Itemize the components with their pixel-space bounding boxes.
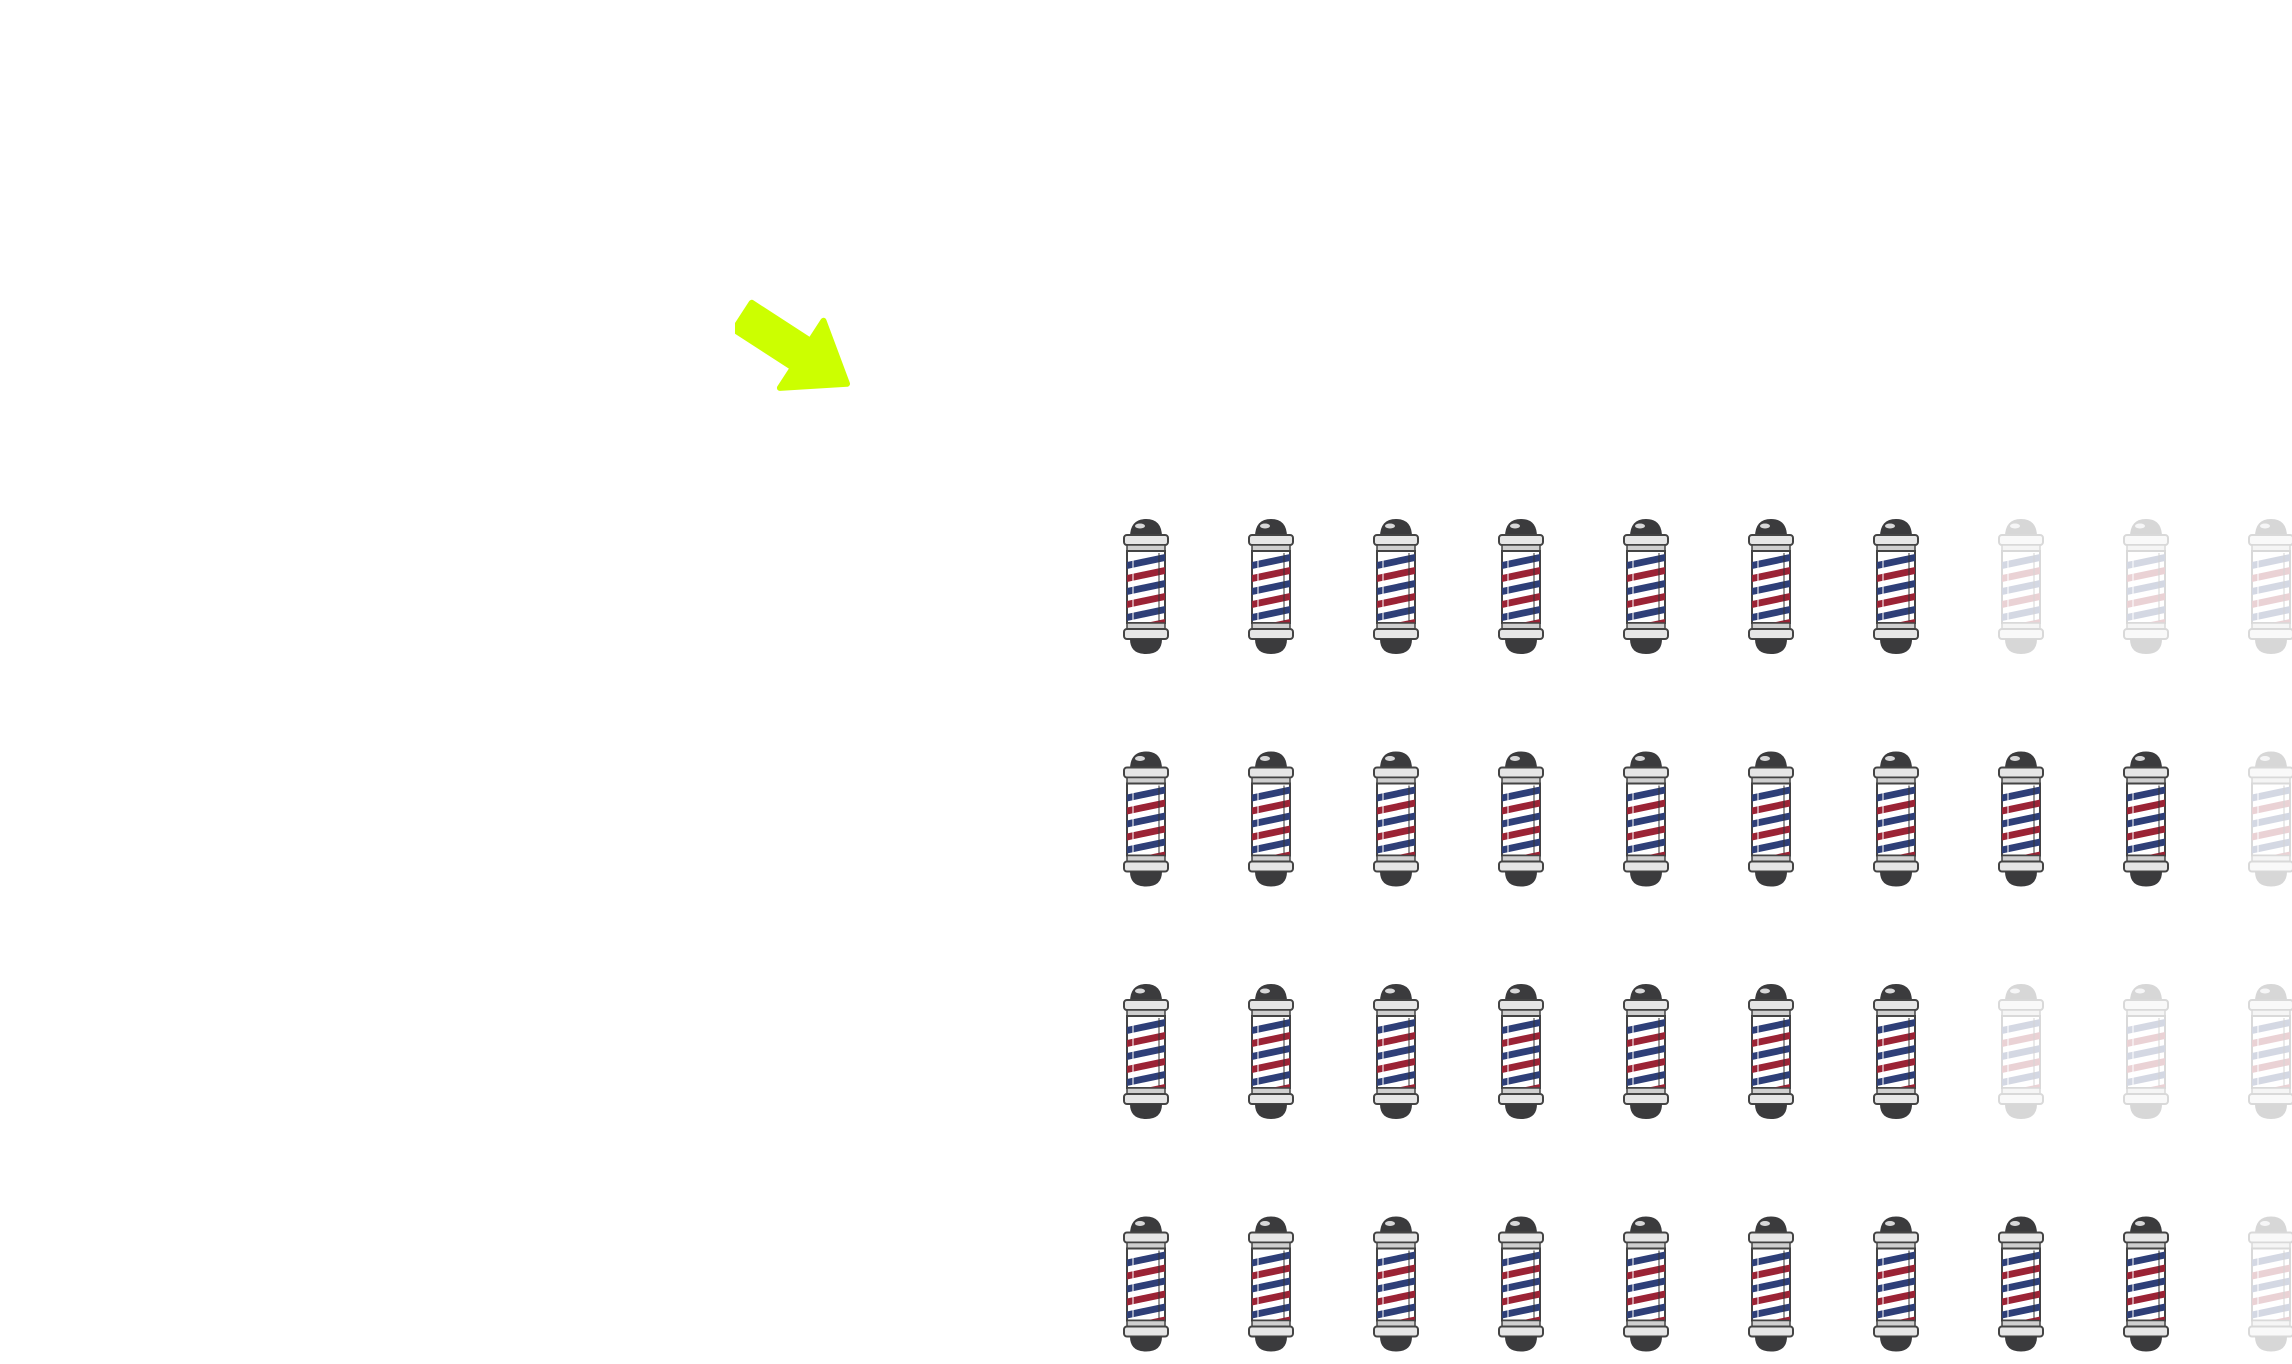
barber-pole-icon-empty	[2248, 519, 2292, 654]
barber-pole-icon-filled	[1873, 751, 1919, 887]
arrow-shape	[735, 299, 850, 391]
barber-pole-icon-filled	[1623, 984, 1669, 1119]
barber-pole-icon-filled	[1373, 984, 1419, 1119]
barber-pole-icon-filled	[1623, 751, 1669, 887]
barber-pole-icon-filled	[1373, 751, 1419, 887]
barber-pole-icon-empty	[2123, 984, 2169, 1119]
barber-pole-icon-filled	[1873, 984, 1919, 1119]
barber-pole-icon-filled	[2123, 751, 2169, 887]
barber-pole-icon-filled	[1123, 984, 1169, 1119]
pictogram-row	[1123, 751, 2292, 887]
barber-pole-icon-filled	[1123, 1216, 1169, 1352]
barber-pole-icon-empty	[2248, 1216, 2292, 1352]
barber-pole-icon-empty	[1998, 984, 2044, 1119]
barber-pole-icon-filled	[1748, 751, 1794, 887]
barber-pole-icon-filled	[1748, 519, 1794, 654]
barber-pole-icon-filled	[1748, 1216, 1794, 1352]
barber-pole-icon-empty	[2123, 519, 2169, 654]
barber-pole-icon-filled	[1373, 1216, 1419, 1352]
barber-pole-icon-filled	[1498, 751, 1544, 887]
barber-pole-icon-filled	[1623, 519, 1669, 654]
barber-pole-icon-empty	[1998, 519, 2044, 654]
pictogram-row	[1123, 1216, 2292, 1352]
arrow-down-right-icon	[735, 299, 850, 391]
barber-pole-icon-filled	[1623, 1216, 1669, 1352]
barber-pole-icon-filled	[1498, 984, 1544, 1119]
barber-pole-icon-filled	[1248, 519, 1294, 654]
barber-pole-icon-filled	[1998, 1216, 2044, 1352]
barber-pole-icon-filled	[1123, 751, 1169, 887]
barber-pole-icon-empty	[2248, 984, 2292, 1119]
barber-pole-icon-filled	[1248, 984, 1294, 1119]
barber-pole-icon-empty	[2248, 751, 2292, 887]
barber-pole-icon-filled	[1498, 1216, 1544, 1352]
barber-pole-icon-filled	[1123, 519, 1169, 654]
barber-pole-icon-filled	[1873, 1216, 1919, 1352]
barber-pole-icon-filled	[1248, 751, 1294, 887]
barber-pole-icon-filled	[1873, 519, 1919, 654]
barber-pole-icon-filled	[1748, 984, 1794, 1119]
pictogram-row	[1123, 519, 2292, 654]
barber-pole-icon-filled	[1498, 519, 1544, 654]
barber-pole-icon-filled	[1373, 519, 1419, 654]
barber-pole-icon-filled	[1248, 1216, 1294, 1352]
barber-pole-icon-filled	[2123, 1216, 2169, 1352]
pictogram-row	[1123, 984, 2292, 1119]
barber-pole-icon-filled	[1998, 751, 2044, 887]
